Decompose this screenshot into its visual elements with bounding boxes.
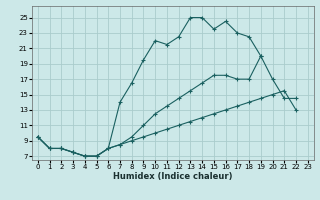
X-axis label: Humidex (Indice chaleur): Humidex (Indice chaleur) xyxy=(113,172,233,181)
